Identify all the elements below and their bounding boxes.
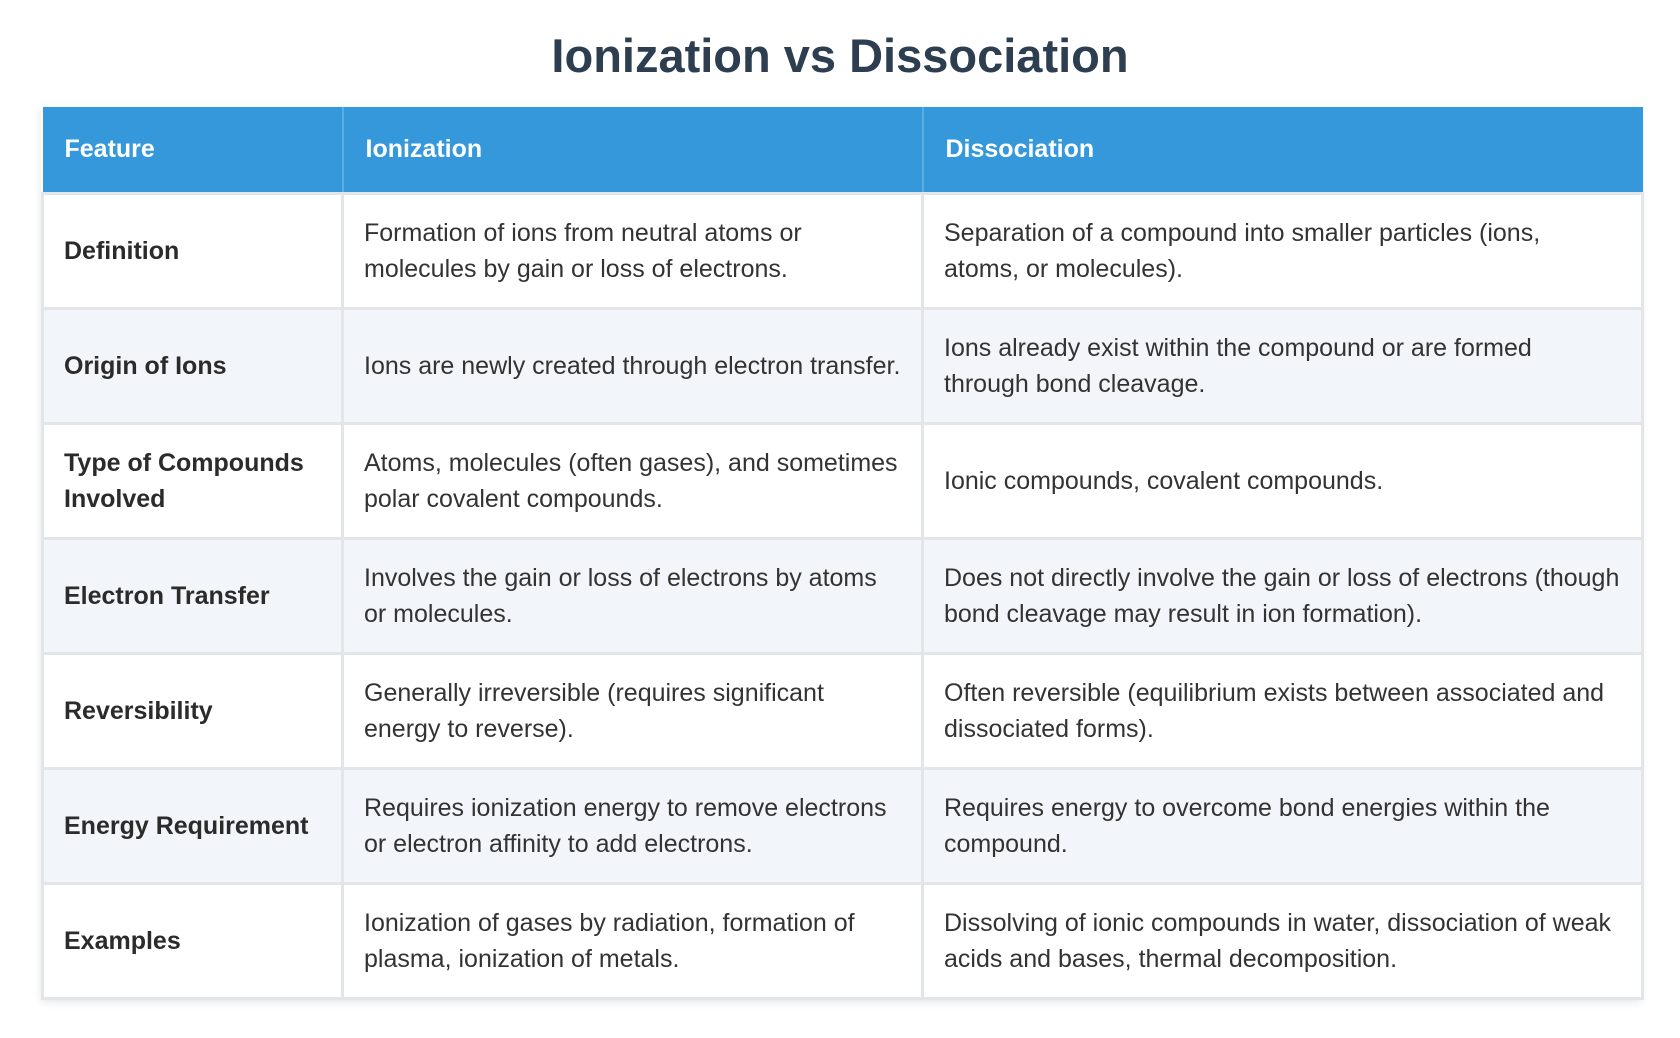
dissociation-cell: Dissolving of ionic compounds in water, … (921, 881, 1644, 1000)
table-row: Energy Requirement Requires ionization e… (41, 766, 1644, 885)
table-row: Examples Ionization of gases by radiatio… (41, 881, 1644, 1000)
ionization-cell: Atoms, molecules (often gases), and some… (341, 421, 924, 540)
table-body: Definition Formation of ions from neutra… (41, 191, 1644, 1000)
dissociation-cell: Does not directly involve the gain or lo… (921, 536, 1644, 655)
comparison-table: Feature Ionization Dissociation Definiti… (41, 107, 1644, 1000)
ionization-cell: Ions are newly created through electron … (341, 306, 924, 425)
dissociation-cell: Separation of a compound into smaller pa… (921, 191, 1644, 310)
table-header: Feature Ionization Dissociation (42, 107, 1643, 193)
page-title: Ionization vs Dissociation (551, 29, 1129, 82)
feature-cell: Definition (41, 191, 344, 310)
ionization-cell: Ionization of gases by radiation, format… (341, 881, 924, 1000)
header-dissociation: Dissociation (922, 107, 1643, 193)
header-feature: Feature (42, 107, 344, 193)
ionization-cell: Generally irreversible (requires signifi… (341, 651, 924, 770)
header-row: Feature Ionization Dissociation (42, 107, 1643, 193)
header-ionization: Ionization (342, 107, 924, 193)
table-row: Definition Formation of ions from neutra… (41, 191, 1644, 310)
dissociation-cell: Ionic compounds, covalent compounds. (921, 421, 1644, 540)
dissociation-cell: Often reversible (equilibrium exists bet… (921, 651, 1644, 770)
dissociation-cell: Ions already exist within the compound o… (921, 306, 1644, 425)
ionization-cell: Formation of ions from neutral atoms or … (341, 191, 924, 310)
feature-cell: Examples (41, 881, 344, 1000)
table-row: Type of Compounds Involved Atoms, molecu… (41, 421, 1644, 540)
table-row: Reversibility Generally irreversible (re… (41, 651, 1644, 770)
feature-cell: Electron Transfer (41, 536, 344, 655)
table-row: Electron Transfer Involves the gain or l… (41, 536, 1644, 655)
dissociation-cell: Requires energy to overcome bond energie… (921, 766, 1644, 885)
table-row: Origin of Ions Ions are newly created th… (41, 306, 1644, 425)
feature-cell: Energy Requirement (41, 766, 344, 885)
feature-cell: Origin of Ions (41, 306, 344, 425)
feature-cell: Type of Compounds Involved (41, 421, 344, 540)
ionization-cell: Requires ionization energy to remove ele… (341, 766, 924, 885)
feature-cell: Reversibility (41, 651, 344, 770)
comparison-table-container: Feature Ionization Dissociation Definiti… (41, 107, 1644, 1000)
ionization-cell: Involves the gain or loss of electrons b… (341, 536, 924, 655)
